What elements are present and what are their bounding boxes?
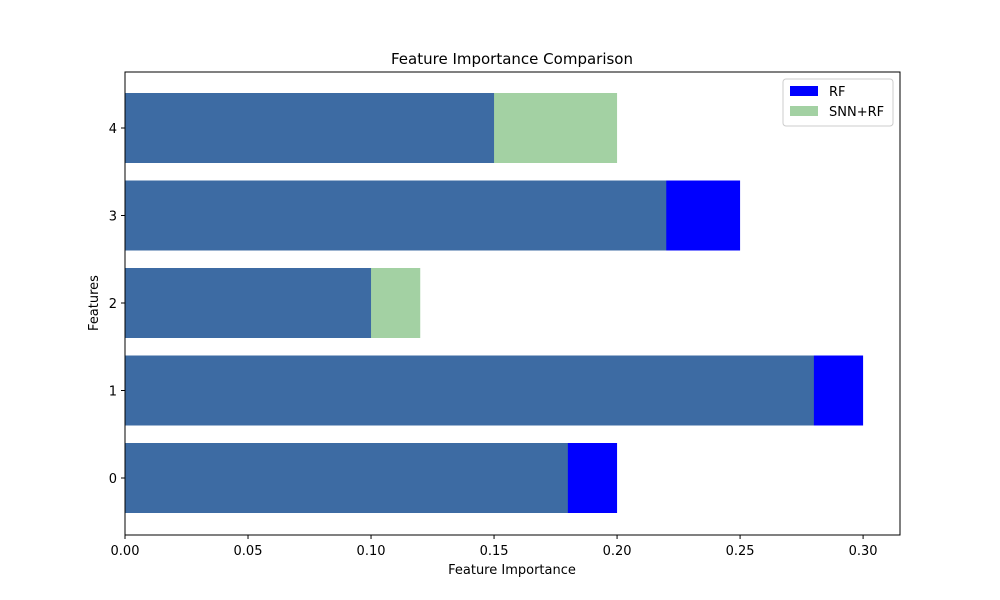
- x-tick-label-0.00: 0.00: [111, 544, 140, 559]
- legend-label-rf: RF: [829, 85, 846, 100]
- legend-swatch-snn-rf: [790, 106, 818, 116]
- legend: RF SNN+RF: [782, 78, 894, 127]
- x-tick-label-0.10: 0.10: [357, 544, 386, 559]
- x-axis-label: Feature Importance: [448, 563, 576, 578]
- legend-swatch-rf: [790, 86, 818, 96]
- y-axis-label: Features: [87, 275, 102, 331]
- y-tick-label-4: 4: [109, 122, 117, 137]
- y-tick-label-3: 3: [109, 210, 117, 225]
- x-tick-label-0.05: 0.05: [234, 544, 263, 559]
- y-tick-label-2: 2: [109, 297, 117, 312]
- bar-snn-rf-0: [125, 443, 568, 513]
- x-tick-label-0.25: 0.25: [726, 544, 755, 559]
- chart-title: Feature Importance Comparison: [391, 50, 633, 68]
- bar-snn-rf-1: [125, 355, 814, 426]
- x-tick-label-0.30: 0.30: [849, 544, 878, 559]
- x-axis-ticks: 0.00 0.05 0.10 0.15 0.20 0.25 0.30: [111, 535, 878, 559]
- y-axis-ticks: 0 1 2 3 4: [109, 122, 125, 487]
- x-tick-label-0.20: 0.20: [603, 544, 632, 559]
- y-tick-label-1: 1: [109, 385, 117, 400]
- bar-snn-rf-2: [125, 268, 421, 338]
- bar-snn-rf-4: [125, 93, 618, 163]
- y-tick-label-0: 0: [109, 472, 117, 487]
- bar-snn-rf-3: [125, 180, 667, 251]
- x-tick-label-0.15: 0.15: [480, 544, 509, 559]
- bars-layer: [125, 93, 864, 513]
- legend-label-snn-rf: SNN+RF: [829, 105, 884, 120]
